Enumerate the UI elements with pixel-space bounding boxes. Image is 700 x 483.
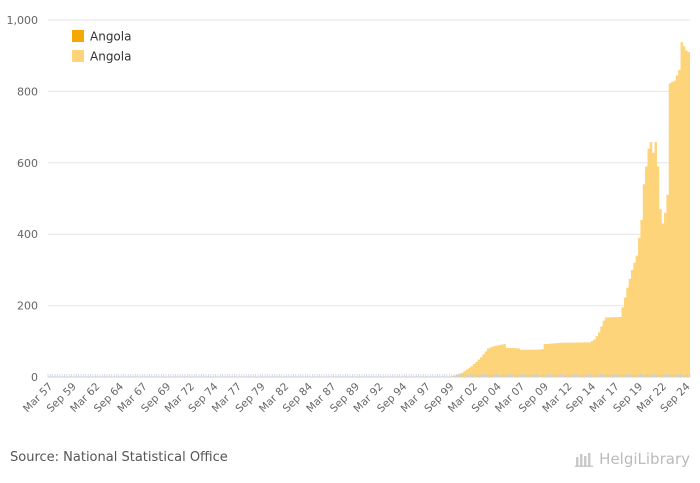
y-tick-label: 1,000 [7,14,39,27]
brand-name: HelgiLibrary [599,450,690,468]
grid [48,19,690,307]
library-icon [575,453,594,467]
y-tick-label: 600 [17,157,38,170]
source-note: Source: National Statistical Office [10,450,228,465]
series-area [48,42,690,377]
legend: Angola Angola [72,30,131,64]
legend-swatch [72,30,84,42]
y-tick-label: 400 [17,228,38,241]
series-area-layer [48,42,690,377]
y-tick-label: 200 [17,300,38,313]
brand-logo[interactable]: HelgiLibrary [575,450,690,468]
legend-swatch [72,50,84,62]
y-tick-label: 800 [17,85,38,98]
y-tick-label: 0 [31,371,38,384]
legend-label: Angola [90,50,131,64]
legend-label: Angola [90,30,131,44]
y-axis: 0 200 400 600 800 1,000 [7,14,39,384]
